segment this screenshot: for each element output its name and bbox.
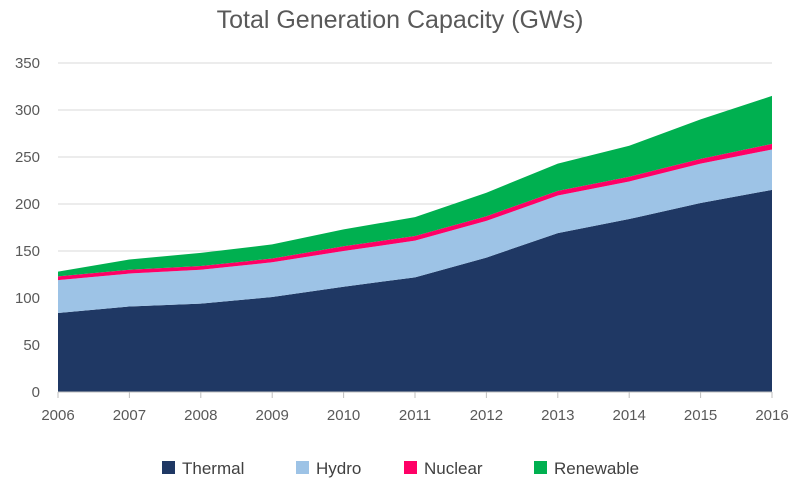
x-tick-label: 2007 [113,407,146,424]
y-tick-label: 250 [15,149,40,166]
legend-swatch [404,461,417,474]
y-tick-label: 300 [15,102,40,119]
x-tick-label: 2014 [613,407,646,424]
legend-label: Nuclear [424,459,483,478]
x-tick-label: 2012 [470,407,503,424]
legend-swatch [162,461,175,474]
area-hydro [58,149,772,314]
legend: Thermal Hydro Nuclear Renewable [162,459,639,478]
area-series [58,95,772,392]
y-tick-label: 200 [15,196,40,213]
legend-item-hydro: Hydro [296,459,361,478]
axes: 0 50 100 150 200 250 300 350 2006 2007 2008 2009 201… [15,55,789,424]
x-tick-label: 2009 [256,407,289,424]
x-tick-label: 2016 [755,407,788,424]
y-tick-label: 150 [15,243,40,260]
legend-label: Renewable [554,459,639,478]
chart-title: Total Generation Capacity (GWs) [216,6,584,34]
y-tick-label: 350 [15,55,40,72]
y-tick-label: 100 [15,290,40,307]
area-thermal [58,189,772,392]
x-tick-label: 2010 [327,407,360,424]
legend-swatch [534,461,547,474]
x-tick-label: 2013 [541,407,574,424]
x-tick-label: 2011 [399,407,431,424]
x-tick-label: 2015 [684,407,717,424]
y-tick-label: 0 [32,384,40,401]
legend-label: Thermal [182,459,244,478]
legend-label: Hydro [316,459,361,478]
legend-item-renewable: Renewable [534,459,639,478]
x-tick-label: 2006 [41,407,74,424]
y-tick-label: 50 [23,337,40,354]
legend-item-nuclear: Nuclear [404,459,483,478]
x-tick-label: 2008 [184,407,217,424]
legend-item-thermal: Thermal [162,459,244,478]
legend-swatch [296,461,309,474]
